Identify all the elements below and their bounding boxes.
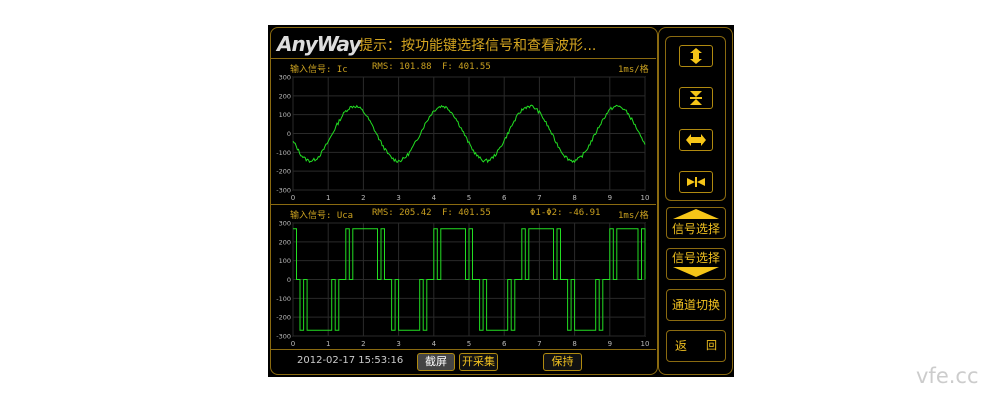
expand-horizontal-icon <box>686 134 706 146</box>
signal-select-down-label: 信号选择 <box>671 251 720 265</box>
x-tick-label: 4 <box>432 194 437 202</box>
x-tick-label: 1 <box>326 340 330 348</box>
triangle-up-icon <box>673 209 719 219</box>
x-tick-label: 7 <box>537 194 541 202</box>
x-tick-label: 2 <box>361 340 365 348</box>
x-tick-label: 9 <box>608 194 612 202</box>
y-tick-label: -200 <box>276 314 291 322</box>
zoom-controls <box>665 36 726 201</box>
signal-select-up-button[interactable]: 信号选择 <box>666 207 726 239</box>
signal2-rms: RMS: 205.42 <box>372 208 432 218</box>
divider <box>271 349 656 350</box>
signal1-rms: RMS: 101.88 <box>372 62 432 72</box>
signal2-label: 输入信号: Uca <box>290 211 354 221</box>
start-capture-button[interactable]: 开采集 <box>459 353 498 371</box>
watermark: vfe.cc <box>916 364 979 388</box>
chart-uca: 0 1 2 3 4 5 6 7 8 9 10 300 200 100 0 -100 -200 -300 <box>276 220 650 349</box>
trace-uca <box>293 228 646 331</box>
y-tick-label: 200 <box>279 238 291 246</box>
signal2-freq: F: 401.55 <box>442 208 491 218</box>
x-tick-label: 0 <box>291 194 295 202</box>
channel-switch-label: 通道切换 <box>671 298 720 312</box>
signal2-timebase: 1ms/格 <box>618 211 649 221</box>
x-tick-label: 4 <box>432 340 437 348</box>
expand-vertical-icon <box>690 48 702 64</box>
anyway-logo: AnyWay <box>277 32 361 56</box>
screenshot-button[interactable]: 截屏 <box>417 353 455 371</box>
x-tick-label: 3 <box>396 194 400 202</box>
y-tick-label: 100 <box>279 111 291 119</box>
x-tick-label: 6 <box>502 340 507 348</box>
header: AnyWay 提示：按功能键选择信号和查看波形... <box>271 28 656 59</box>
y-tick-label: -200 <box>276 168 291 176</box>
hold-button[interactable]: 保持 <box>543 353 582 371</box>
hint-text: 提示：按功能键选择信号和查看波形... <box>359 38 597 54</box>
x-tick-label: 0 <box>291 340 295 348</box>
x-tick-label: 5 <box>467 194 471 202</box>
expand-vertical-button[interactable] <box>679 45 713 67</box>
compress-horizontal-button[interactable] <box>679 171 713 193</box>
channel-switch-button[interactable]: 通道切换 <box>666 289 726 321</box>
x-tick-label: 5 <box>467 340 471 348</box>
x-tick-label: 8 <box>572 194 576 202</box>
x-tick-label: 9 <box>608 340 612 348</box>
phase-diff: Φ1-Φ2: -46.91 <box>530 208 601 218</box>
y-tick-label: 300 <box>279 220 291 228</box>
x-tick-label: 1 <box>326 194 330 202</box>
signal-select-down-button[interactable]: 信号选择 <box>666 248 726 280</box>
y-tick-label: 100 <box>279 257 291 265</box>
side-frame <box>658 27 733 375</box>
x-tick-label: 2 <box>361 194 365 202</box>
x-tick-label: 10 <box>641 340 650 348</box>
y-tick-label: -300 <box>276 187 291 195</box>
compress-horizontal-icon <box>687 177 705 187</box>
x-tick-label: 3 <box>396 340 400 348</box>
x-tick-label: 7 <box>537 340 541 348</box>
expand-horizontal-button[interactable] <box>679 129 713 151</box>
chart-ic: 0 1 2 3 4 5 6 7 8 9 10 300 200 100 0 -100 -200 -300 <box>276 74 650 203</box>
signal1-label: 输入信号: Ic <box>290 65 348 75</box>
main-frame <box>270 27 658 375</box>
y-tick-label: -300 <box>276 333 291 341</box>
y-tick-label: -100 <box>276 149 291 157</box>
signal1-timebase: 1ms/格 <box>618 65 649 75</box>
triangle-down-icon <box>673 267 719 277</box>
divider <box>271 204 656 205</box>
y-tick-label: 0 <box>287 276 291 284</box>
x-tick-label: 8 <box>572 340 576 348</box>
datetime: 2012-02-17 15:53:16 <box>297 355 404 366</box>
analyzer-screen: AnyWay 提示：按功能键选择信号和查看波形... 输入信号: Ic RMS:… <box>268 25 734 377</box>
back-button[interactable]: 返 回 <box>666 330 726 362</box>
x-tick-label: 6 <box>502 194 507 202</box>
back-label: 返 <box>675 339 688 353</box>
y-tick-label: -100 <box>276 295 291 303</box>
back-icon: 回 <box>706 339 717 352</box>
y-tick-label: 200 <box>279 92 291 100</box>
trace-ic <box>292 104 646 164</box>
y-tick-label: 0 <box>287 130 291 138</box>
compress-vertical-button[interactable] <box>679 87 713 109</box>
compress-vertical-icon <box>690 91 702 105</box>
signal-select-up-label: 信号选择 <box>671 222 720 236</box>
signal1-freq: F: 401.55 <box>442 62 491 72</box>
y-tick-label: 300 <box>279 74 291 82</box>
x-tick-label: 10 <box>641 194 650 202</box>
